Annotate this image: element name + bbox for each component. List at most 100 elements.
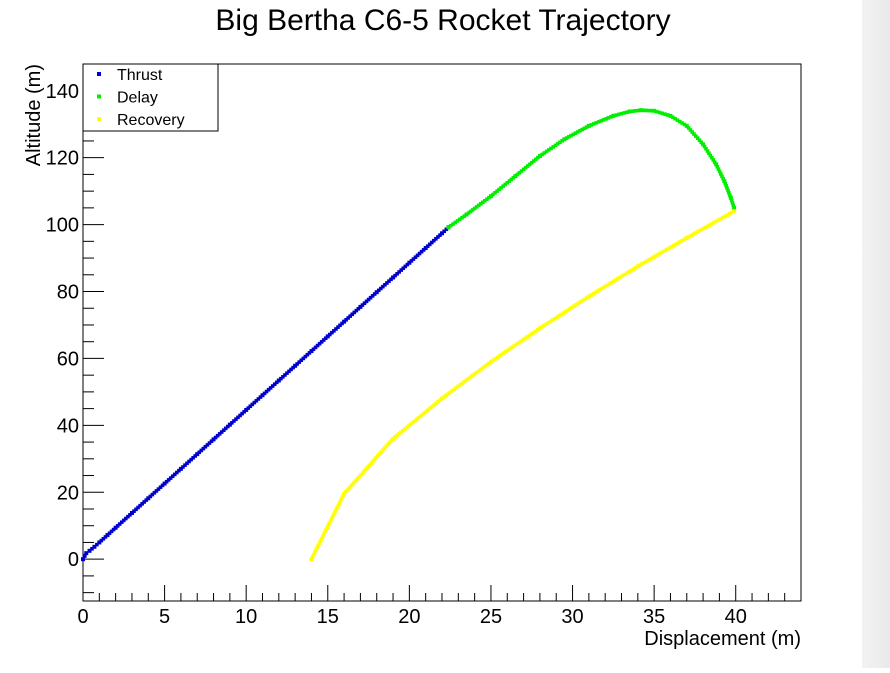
trail-mark	[555, 142, 560, 146]
trail-mark	[314, 548, 318, 552]
trail-mark	[691, 232, 696, 236]
trail-mark	[493, 357, 498, 361]
trail-mark	[331, 514, 335, 519]
trail-mark	[487, 361, 491, 366]
trail-mark	[177, 468, 181, 473]
trail-mark	[452, 387, 457, 392]
trail-mark	[558, 140, 562, 145]
trail-mark	[381, 284, 385, 289]
trail-mark	[323, 336, 328, 340]
trail-mark	[699, 140, 704, 145]
trail-mark	[485, 197, 489, 202]
trail-mark	[305, 352, 310, 357]
trail-mark	[350, 312, 355, 317]
trail-mark	[567, 135, 571, 139]
trail-mark	[352, 480, 357, 485]
trail-mark	[508, 346, 512, 351]
trail-mark	[246, 406, 251, 410]
trail-mark	[209, 439, 214, 444]
legend-marker-delay	[97, 94, 101, 99]
trail-mark	[559, 312, 563, 317]
trail-mark	[726, 188, 730, 193]
trail-mark	[670, 115, 675, 120]
trail-mark	[446, 392, 450, 396]
trail-mark	[415, 253, 420, 258]
trail-mark	[406, 424, 411, 428]
x-tick-label: 5	[159, 606, 170, 628]
trail-mark	[287, 369, 291, 374]
data-point	[146, 496, 151, 501]
trail-mark	[320, 534, 325, 539]
trail-mark	[727, 211, 732, 216]
trail-mark	[512, 343, 517, 348]
trail-mark	[728, 193, 732, 198]
trail-mark	[458, 382, 463, 387]
data-point	[728, 195, 733, 200]
trail-mark	[370, 459, 375, 464]
data-point	[374, 290, 379, 295]
trail-mark	[397, 432, 401, 436]
trail-mark	[368, 295, 373, 300]
trail-mark	[303, 354, 308, 359]
trail-mark	[334, 327, 338, 331]
trail-mark	[119, 520, 124, 525]
trail-mark	[360, 303, 365, 307]
trail-mark	[695, 136, 700, 140]
trail-mark	[134, 507, 138, 512]
trail-mark	[515, 172, 520, 177]
trail-mark	[694, 134, 698, 138]
trail-mark	[712, 220, 716, 225]
trail-mark	[136, 505, 140, 510]
trail-mark	[362, 301, 367, 306]
trail-mark	[669, 245, 673, 249]
trail-mark	[236, 415, 240, 420]
trail-mark	[359, 473, 363, 477]
trail-mark	[399, 430, 403, 435]
trail-mark	[345, 488, 350, 492]
trail-mark	[221, 428, 226, 432]
trail-mark	[589, 123, 594, 127]
trail-mark	[121, 518, 126, 523]
trail-mark	[175, 470, 179, 475]
trail-mark	[560, 139, 564, 143]
trail-mark	[510, 345, 515, 350]
trail-mark	[673, 116, 677, 121]
trail-mark	[631, 267, 636, 271]
trail-mark	[436, 235, 440, 239]
trail-mark	[649, 256, 653, 261]
trail-mark	[338, 323, 342, 328]
trail-mark	[268, 386, 273, 390]
trail-mark	[521, 338, 525, 342]
trail-mark	[399, 268, 404, 272]
trail-mark	[580, 298, 585, 303]
data-point	[211, 437, 216, 442]
x-tick-label: 30	[561, 606, 583, 628]
trail-mark	[525, 335, 529, 339]
trail-mark	[534, 157, 538, 162]
trail-mark	[593, 290, 598, 295]
trail-mark	[258, 395, 263, 399]
trail-mark	[709, 222, 714, 226]
trail-mark	[476, 203, 481, 208]
trail-mark	[274, 380, 279, 385]
trail-mark	[152, 490, 157, 495]
trail-mark	[703, 225, 707, 230]
data-point	[627, 109, 632, 114]
trail-mark	[606, 116, 611, 120]
trail-mark	[401, 428, 405, 433]
trail-mark	[697, 138, 702, 143]
trail-mark	[354, 308, 359, 313]
trail-mark	[150, 492, 155, 497]
trail-mark	[529, 332, 534, 336]
trail-mark	[519, 169, 524, 173]
trail-mark	[470, 373, 475, 378]
trail-mark	[324, 528, 328, 532]
trail-mark	[521, 167, 526, 172]
trail-mark	[307, 351, 312, 355]
trail-mark	[714, 219, 718, 224]
trail-mark	[468, 209, 473, 214]
data-point	[342, 491, 347, 496]
trail-mark	[478, 367, 483, 372]
trail-mark	[602, 285, 607, 289]
trail-mark	[516, 341, 521, 345]
